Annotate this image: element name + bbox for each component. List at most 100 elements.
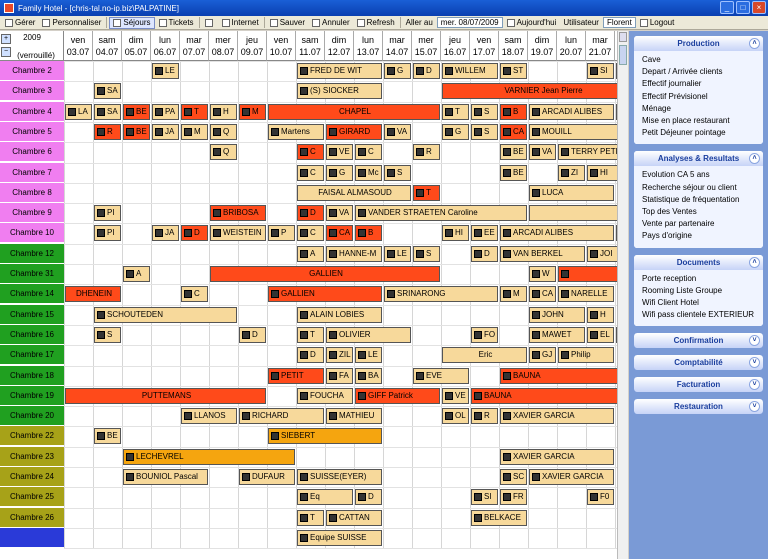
booking-block[interactable] [558,266,628,282]
booking-block[interactable]: H [587,306,614,323]
booking-block[interactable]: ST [500,63,527,79]
booking-block[interactable]: GIFF Patrick [355,387,440,404]
panel-link[interactable]: Effectif journalier [642,79,702,89]
booking-block[interactable]: CA [529,286,556,303]
booking-block[interactable]: D [297,205,324,222]
maximize-button[interactable]: □ [736,1,750,14]
chevron-down-icon[interactable]: ˅ [749,335,760,347]
booking-block[interactable]: RICHARD [239,408,324,425]
panel-link[interactable]: Recherche séjour ou client [642,182,737,192]
booking-block[interactable]: PI [94,225,121,242]
menu-item-10[interactable]: Aujourd'hui [504,17,560,29]
booking-block[interactable]: Eric [442,347,527,364]
booking-block[interactable]: Q [210,144,237,161]
booking-block[interactable]: BRIBOSA [210,205,266,222]
booking-block[interactable]: D [239,326,266,343]
booking-block[interactable]: LA [65,103,92,120]
booking-block[interactable]: D [181,225,208,242]
panel-header[interactable]: Comptabilité ˅ [634,355,763,371]
booking-block[interactable]: T [297,509,324,526]
room-label[interactable]: Chambre 9 [0,203,64,224]
booking-block[interactable]: C [297,225,324,242]
booking-block[interactable]: LECHEVREL [123,448,295,465]
zoom-in-icon[interactable]: + [1,34,11,44]
room-label[interactable]: Chambre 16 [0,324,64,345]
booking-block[interactable]: GALLIEN [210,266,440,282]
booking-block[interactable]: B [355,225,382,242]
booking-block[interactable]: LUCA [529,184,614,201]
chevron-up-icon[interactable]: ˄ [749,256,760,268]
menu-item-4[interactable] [202,17,218,29]
booking-block[interactable]: BE [123,103,150,120]
booking-block[interactable]: WILLEM [442,63,498,79]
booking-block[interactable]: LE [355,347,382,364]
menu-item-8[interactable]: Refresh [354,17,398,29]
room-label[interactable]: Chambre 4 [0,101,64,122]
booking-block[interactable]: A [123,266,150,282]
booking-block[interactable]: DUFAUR [239,469,295,485]
room-label[interactable]: Chambre 5 [0,121,64,142]
booking-block[interactable]: S [413,245,440,262]
booking-block[interactable]: W [529,266,556,282]
booking-block[interactable]: PI [94,205,121,222]
booking-block[interactable]: MOUILL [529,123,628,140]
panel-link[interactable]: Cave [642,55,661,64]
booking-block[interactable]: S [94,326,121,343]
booking-block[interactable]: FR [500,489,527,506]
booking-block[interactable]: FAISAL ALMASOUD [297,184,411,201]
booking-block[interactable]: SIEBERT [268,428,382,445]
booking-block[interactable]: CHAPEL [268,103,440,120]
panel-link[interactable]: Depart / Arrivée clients [642,67,723,77]
booking-block[interactable]: T [297,326,324,343]
panel-header[interactable]: Restauration ˅ [634,399,763,415]
booking-block[interactable]: XAVIER GARCIA [500,448,614,465]
booking-block[interactable]: R [471,408,498,425]
panel-header[interactable]: Facturation ˅ [634,377,763,393]
room-label[interactable]: Chambre 31 [0,264,64,284]
booking-block[interactable]: JOHN [529,306,585,323]
booking-block[interactable]: PA [152,103,179,120]
room-label[interactable]: Chambre 24 [0,467,64,487]
chevron-down-icon[interactable]: ˅ [749,401,760,413]
booking-block[interactable]: H [210,103,237,120]
booking-block[interactable]: MAWET [529,326,585,343]
menu-item-2[interactable]: Séjours [109,16,155,29]
booking-block[interactable]: GALLIEN [268,286,382,303]
panel-link[interactable]: Statistique de fréquentation [642,194,740,204]
booking-block[interactable]: EL [587,326,614,343]
panel-link[interactable]: Evolution CA 5 ans [642,170,710,180]
room-label[interactable]: Chambre 17 [0,345,64,366]
booking-block[interactable]: MATHIEU [326,408,382,425]
panel-link[interactable]: Vente par partenaire [642,219,715,229]
booking-block[interactable]: NARELLE [558,286,614,303]
booking-block[interactable]: T [442,103,469,120]
panel-link[interactable]: Wifi pass clientele EXTERIEUR [642,310,755,320]
booking-block[interactable]: ALAIN LOBIES [297,306,382,323]
chevron-down-icon[interactable]: ˅ [749,357,760,369]
chevron-up-icon[interactable]: ˄ [749,38,760,49]
booking-block[interactable]: C [297,144,324,161]
booking-block[interactable]: LLANOS [181,408,237,425]
booking-block[interactable]: P [268,225,295,242]
booking-block[interactable]: ARCADI ALIBES [529,103,614,120]
booking-block[interactable]: VA [326,205,353,222]
booking-block[interactable]: OLIVIER [326,326,411,343]
booking-block[interactable]: ARCADI ALIBES [500,225,614,242]
booking-block[interactable]: BE [500,164,527,181]
room-label[interactable]: Chambre 12 [0,243,64,264]
menu-item-3[interactable]: Tickets [156,17,197,29]
chevron-down-icon[interactable]: ˅ [749,379,760,391]
booking-block[interactable]: VANDER STRAETEN Caroline [355,205,527,222]
booking-block[interactable]: VE [442,387,469,404]
booking-block[interactable]: S [384,164,411,181]
booking-block[interactable]: BAUNA [500,367,628,384]
booking-block[interactable]: B [500,103,527,120]
booking-block[interactable]: PETIT [268,367,324,384]
room-label[interactable]: Chambre 2 [0,61,64,81]
booking-block[interactable] [529,205,628,222]
room-label[interactable]: Chambre 26 [0,507,64,528]
booking-block[interactable]: D [355,489,382,506]
booking-block[interactable]: XAVIER GARCIA [529,469,614,485]
booking-block[interactable]: CATTAN [326,509,382,526]
booking-block[interactable]: SA [94,103,121,120]
